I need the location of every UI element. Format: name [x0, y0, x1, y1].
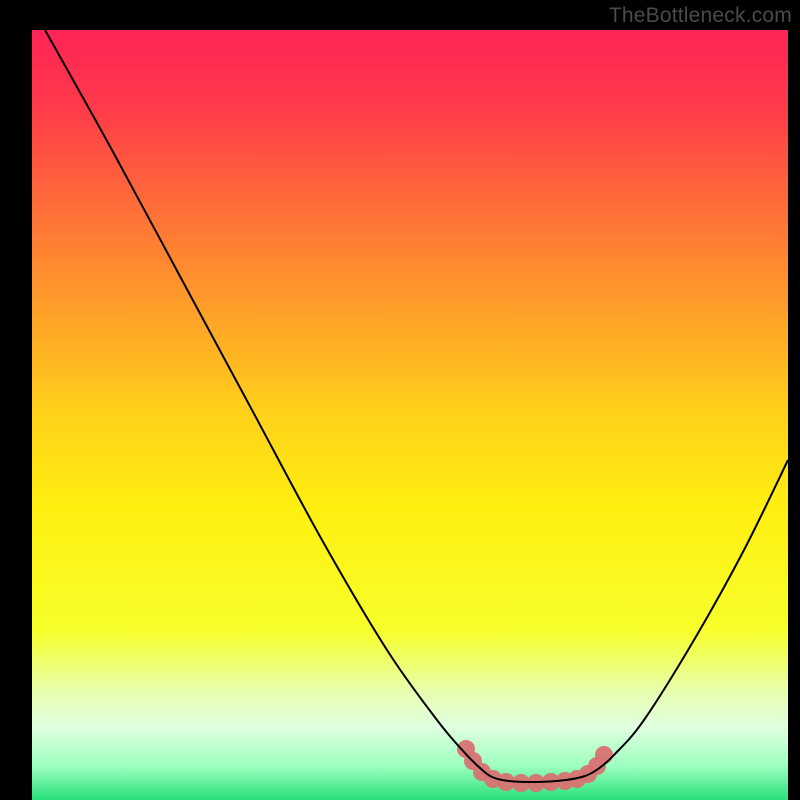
watermark-text: TheBottleneck.com	[609, 4, 792, 28]
bottleneck-chart	[0, 0, 800, 800]
highlight-marker	[595, 746, 613, 764]
